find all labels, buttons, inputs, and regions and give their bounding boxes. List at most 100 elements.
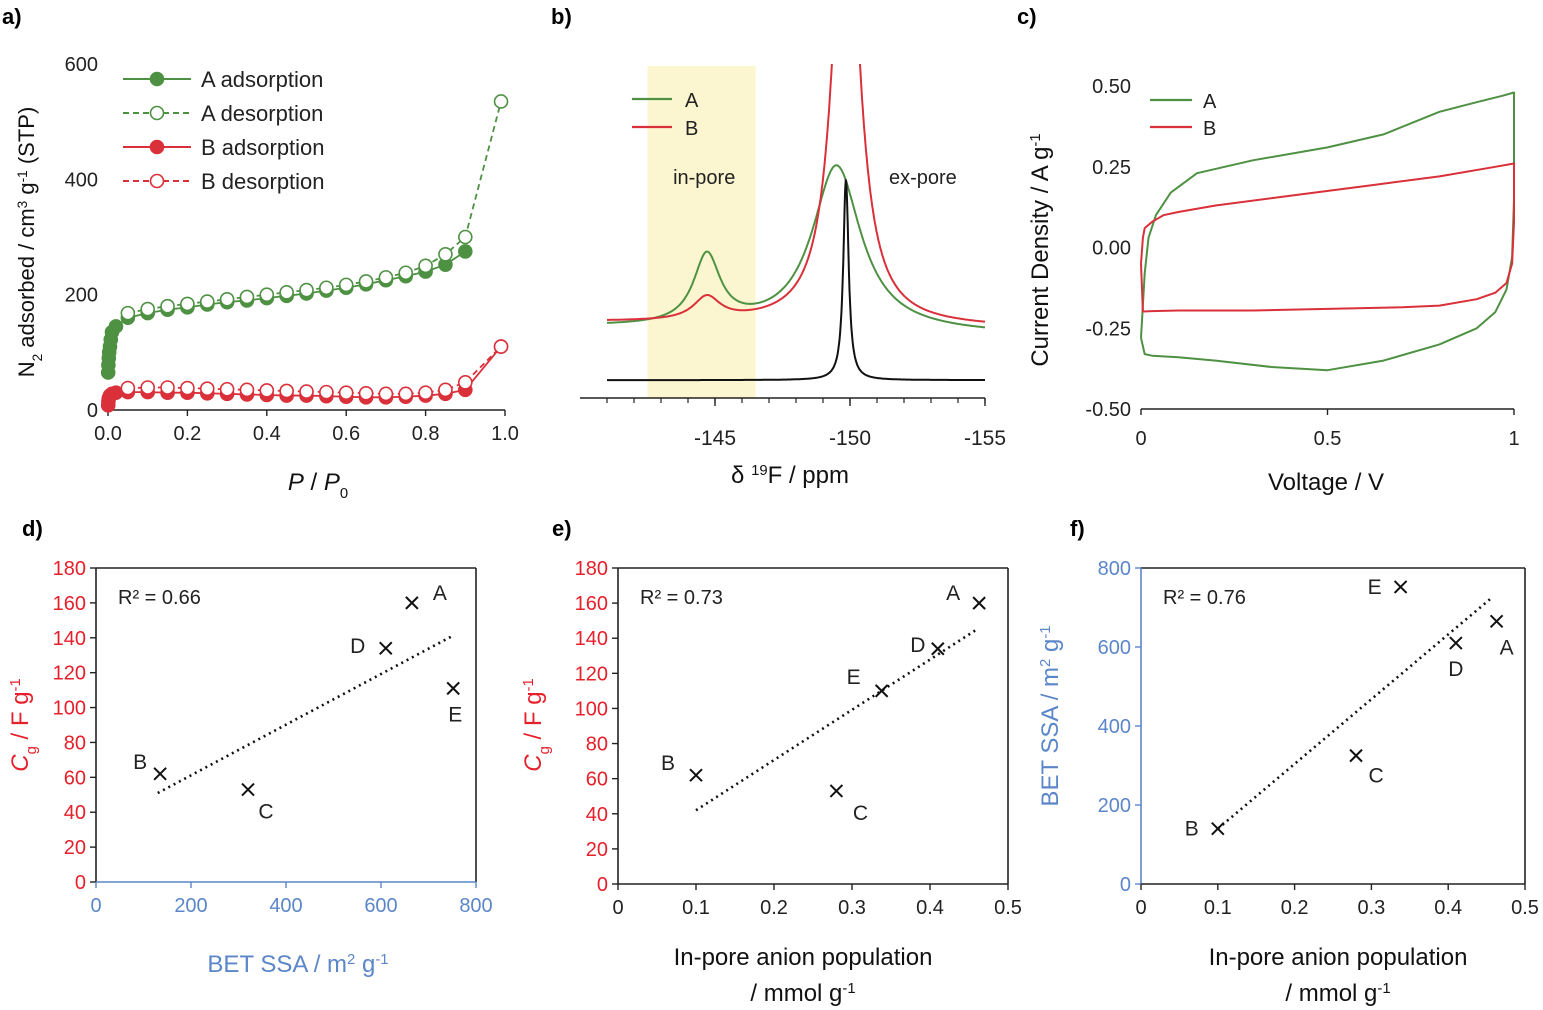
y-axis-label-part: g (14, 182, 39, 200)
point-label: D (1448, 658, 1463, 681)
data-point-c (241, 782, 255, 797)
legend-marker (149, 173, 165, 189)
legend-marker (149, 71, 165, 87)
x-axis-label-line2: / mmol g-1 (750, 980, 855, 1007)
x-axis-label-line2-part: / mmol g (750, 980, 842, 1007)
data-point-b-desorption (398, 386, 414, 402)
y-tick-label: 600 (65, 54, 98, 76)
y-tick-label: 120 (53, 663, 86, 685)
x-axis-label-line2: / mmol g-1 (1285, 980, 1390, 1007)
x-axis-label-line1: In-pore anion population (674, 944, 933, 971)
x-tick-label: 0.8 (412, 423, 440, 445)
point-label: A (946, 582, 960, 605)
data-point-b-desorption (160, 380, 175, 395)
data-point-a-desorption (199, 294, 215, 309)
x-tick-label: 0.2 (1281, 897, 1309, 919)
y-axis-label-part: g (24, 746, 40, 754)
y-tick-label: 200 (65, 285, 98, 307)
data-point-a (1489, 614, 1504, 629)
y-tick-label: 180 (53, 558, 86, 580)
y-axis-label-part: -1 (15, 170, 30, 182)
y-axis-label-group: Cg / F g-1 (520, 678, 553, 772)
x-axis-label-part: -1 (375, 952, 388, 968)
x-tick-label: 0.1 (682, 897, 710, 919)
y-tick-label: 80 (586, 734, 608, 756)
legend-label: A (1203, 91, 1217, 113)
panel-d: 0 20 40 60 80 100 120 140 160 180 0 200 400 600 800 R² … (7, 558, 493, 978)
data-point-b-desorption (438, 382, 453, 398)
y-tick-label: 140 (53, 628, 86, 650)
panel-label-b: b) (551, 4, 572, 29)
panel-e: 0 20 40 60 80 100 120 140 160 180 0 0.1 0.2 0.3 0.4 0.5… (520, 558, 1022, 1007)
trend-line (695, 628, 978, 812)
data-point-b-adsorption (108, 385, 124, 401)
y-tick-label: 40 (64, 802, 86, 824)
y-axis-label-part: 2 (30, 354, 45, 362)
x-tick-label: 0 (1135, 428, 1146, 450)
y-tick-label: 800 (1098, 558, 1131, 580)
data-point-a (405, 596, 419, 610)
point-label: C (1368, 765, 1383, 788)
x-tick-label: 0.2 (760, 897, 788, 919)
panel-label-a: a) (2, 4, 22, 29)
x-tick-label: 0 (612, 897, 623, 919)
x-axis-label: BET SSA / m2 g-1 (207, 951, 388, 978)
y-tick-label: 100 (575, 698, 608, 720)
y-tick-label: 0 (1120, 874, 1131, 896)
series-line-a-desorption (127, 101, 502, 315)
point-label: E (1368, 576, 1382, 599)
x-axis-label-part: 0 (340, 486, 348, 502)
annotation-label: in-pore (673, 167, 735, 189)
data-point-a-desorption (398, 265, 414, 281)
data-point-a-desorption (259, 287, 275, 302)
x-tick-label: 0.4 (1434, 897, 1462, 919)
y-tick-label: 0.25 (1092, 157, 1131, 179)
y-tick-label: 600 (1098, 637, 1131, 659)
x-tick-label: 0.0 (94, 423, 122, 445)
legend-label: A (685, 90, 699, 112)
data-point-b-desorption (418, 385, 433, 401)
y-axis-label: Current Density / A g-1 (1027, 133, 1054, 366)
data-point-a-desorption (299, 282, 314, 298)
data-point-b-desorption (279, 383, 294, 399)
data-point-b (689, 768, 703, 782)
point-label: D (910, 634, 925, 657)
x-tick-label: 0.1 (1204, 897, 1232, 919)
x-tick-label: 0.4 (253, 423, 281, 445)
y-axis-label-part: -1 (8, 678, 24, 691)
y-axis-label-part: g (1037, 639, 1064, 659)
x-tick-label: -150 (829, 427, 871, 450)
panel-f: 0 200 400 600 800 0 0.1 0.2 0.3 0.4 0.5 R² = 0.76 A B… (1037, 558, 1539, 1007)
x-tick-label: 0.6 (332, 423, 360, 445)
r-squared-label: R² = 0.76 (1163, 587, 1246, 609)
x-tick-label: 1 (1508, 428, 1519, 450)
y-tick-label: 0 (597, 874, 608, 896)
x-axis-label-part: 19 (751, 463, 768, 479)
spectrum-line-b (607, 64, 986, 323)
data-point-b-desorption (180, 380, 195, 396)
y-axis-label-part: 3 (15, 201, 30, 209)
in-pore-highlight (647, 66, 756, 398)
legend-marker (149, 139, 165, 155)
x-tick-label: 0.5 (1511, 897, 1539, 919)
x-tick-label: 200 (174, 895, 207, 917)
x-axis-label-line2-part: -1 (842, 981, 855, 997)
data-point-a-desorption (140, 301, 155, 317)
point-label: E (448, 703, 462, 726)
y-tick-label: 400 (1098, 716, 1131, 738)
y-axis-label-group: N2 adsorbed / cm3 g-1 (STP) (14, 107, 45, 378)
data-point-b-desorption (338, 385, 354, 401)
data-point-a-desorption (219, 291, 235, 307)
data-point-a-adsorption (108, 319, 124, 334)
y-axis-label-part: C (7, 754, 34, 772)
panel-label-f: f) (1070, 516, 1085, 541)
y-axis-label-part: BET SSA / m (1037, 667, 1064, 807)
data-point-a-desorption (239, 289, 255, 305)
y-tick-label: -0.25 (1085, 318, 1131, 340)
data-point-b (153, 767, 167, 781)
y-tick-label: 80 (64, 732, 86, 754)
y-axis-label-part: -1 (1028, 133, 1044, 146)
y-axis-label-group: BET SSA / m2 g-1 (1037, 625, 1064, 806)
